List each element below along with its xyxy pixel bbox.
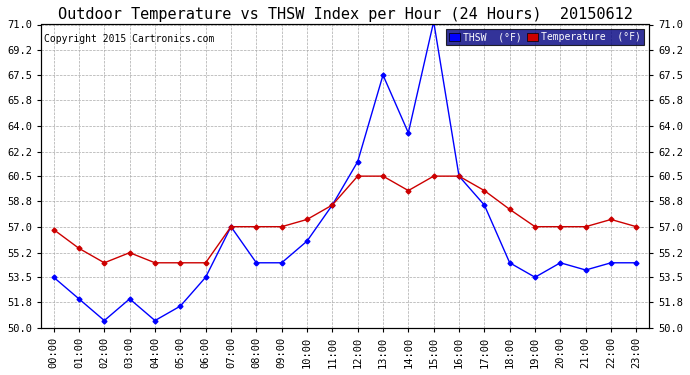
Legend: THSW  (°F), Temperature  (°F): THSW (°F), Temperature (°F) <box>446 29 644 45</box>
Title: Outdoor Temperature vs THSW Index per Hour (24 Hours)  20150612: Outdoor Temperature vs THSW Index per Ho… <box>57 7 633 22</box>
Text: Copyright 2015 Cartronics.com: Copyright 2015 Cartronics.com <box>44 34 215 44</box>
